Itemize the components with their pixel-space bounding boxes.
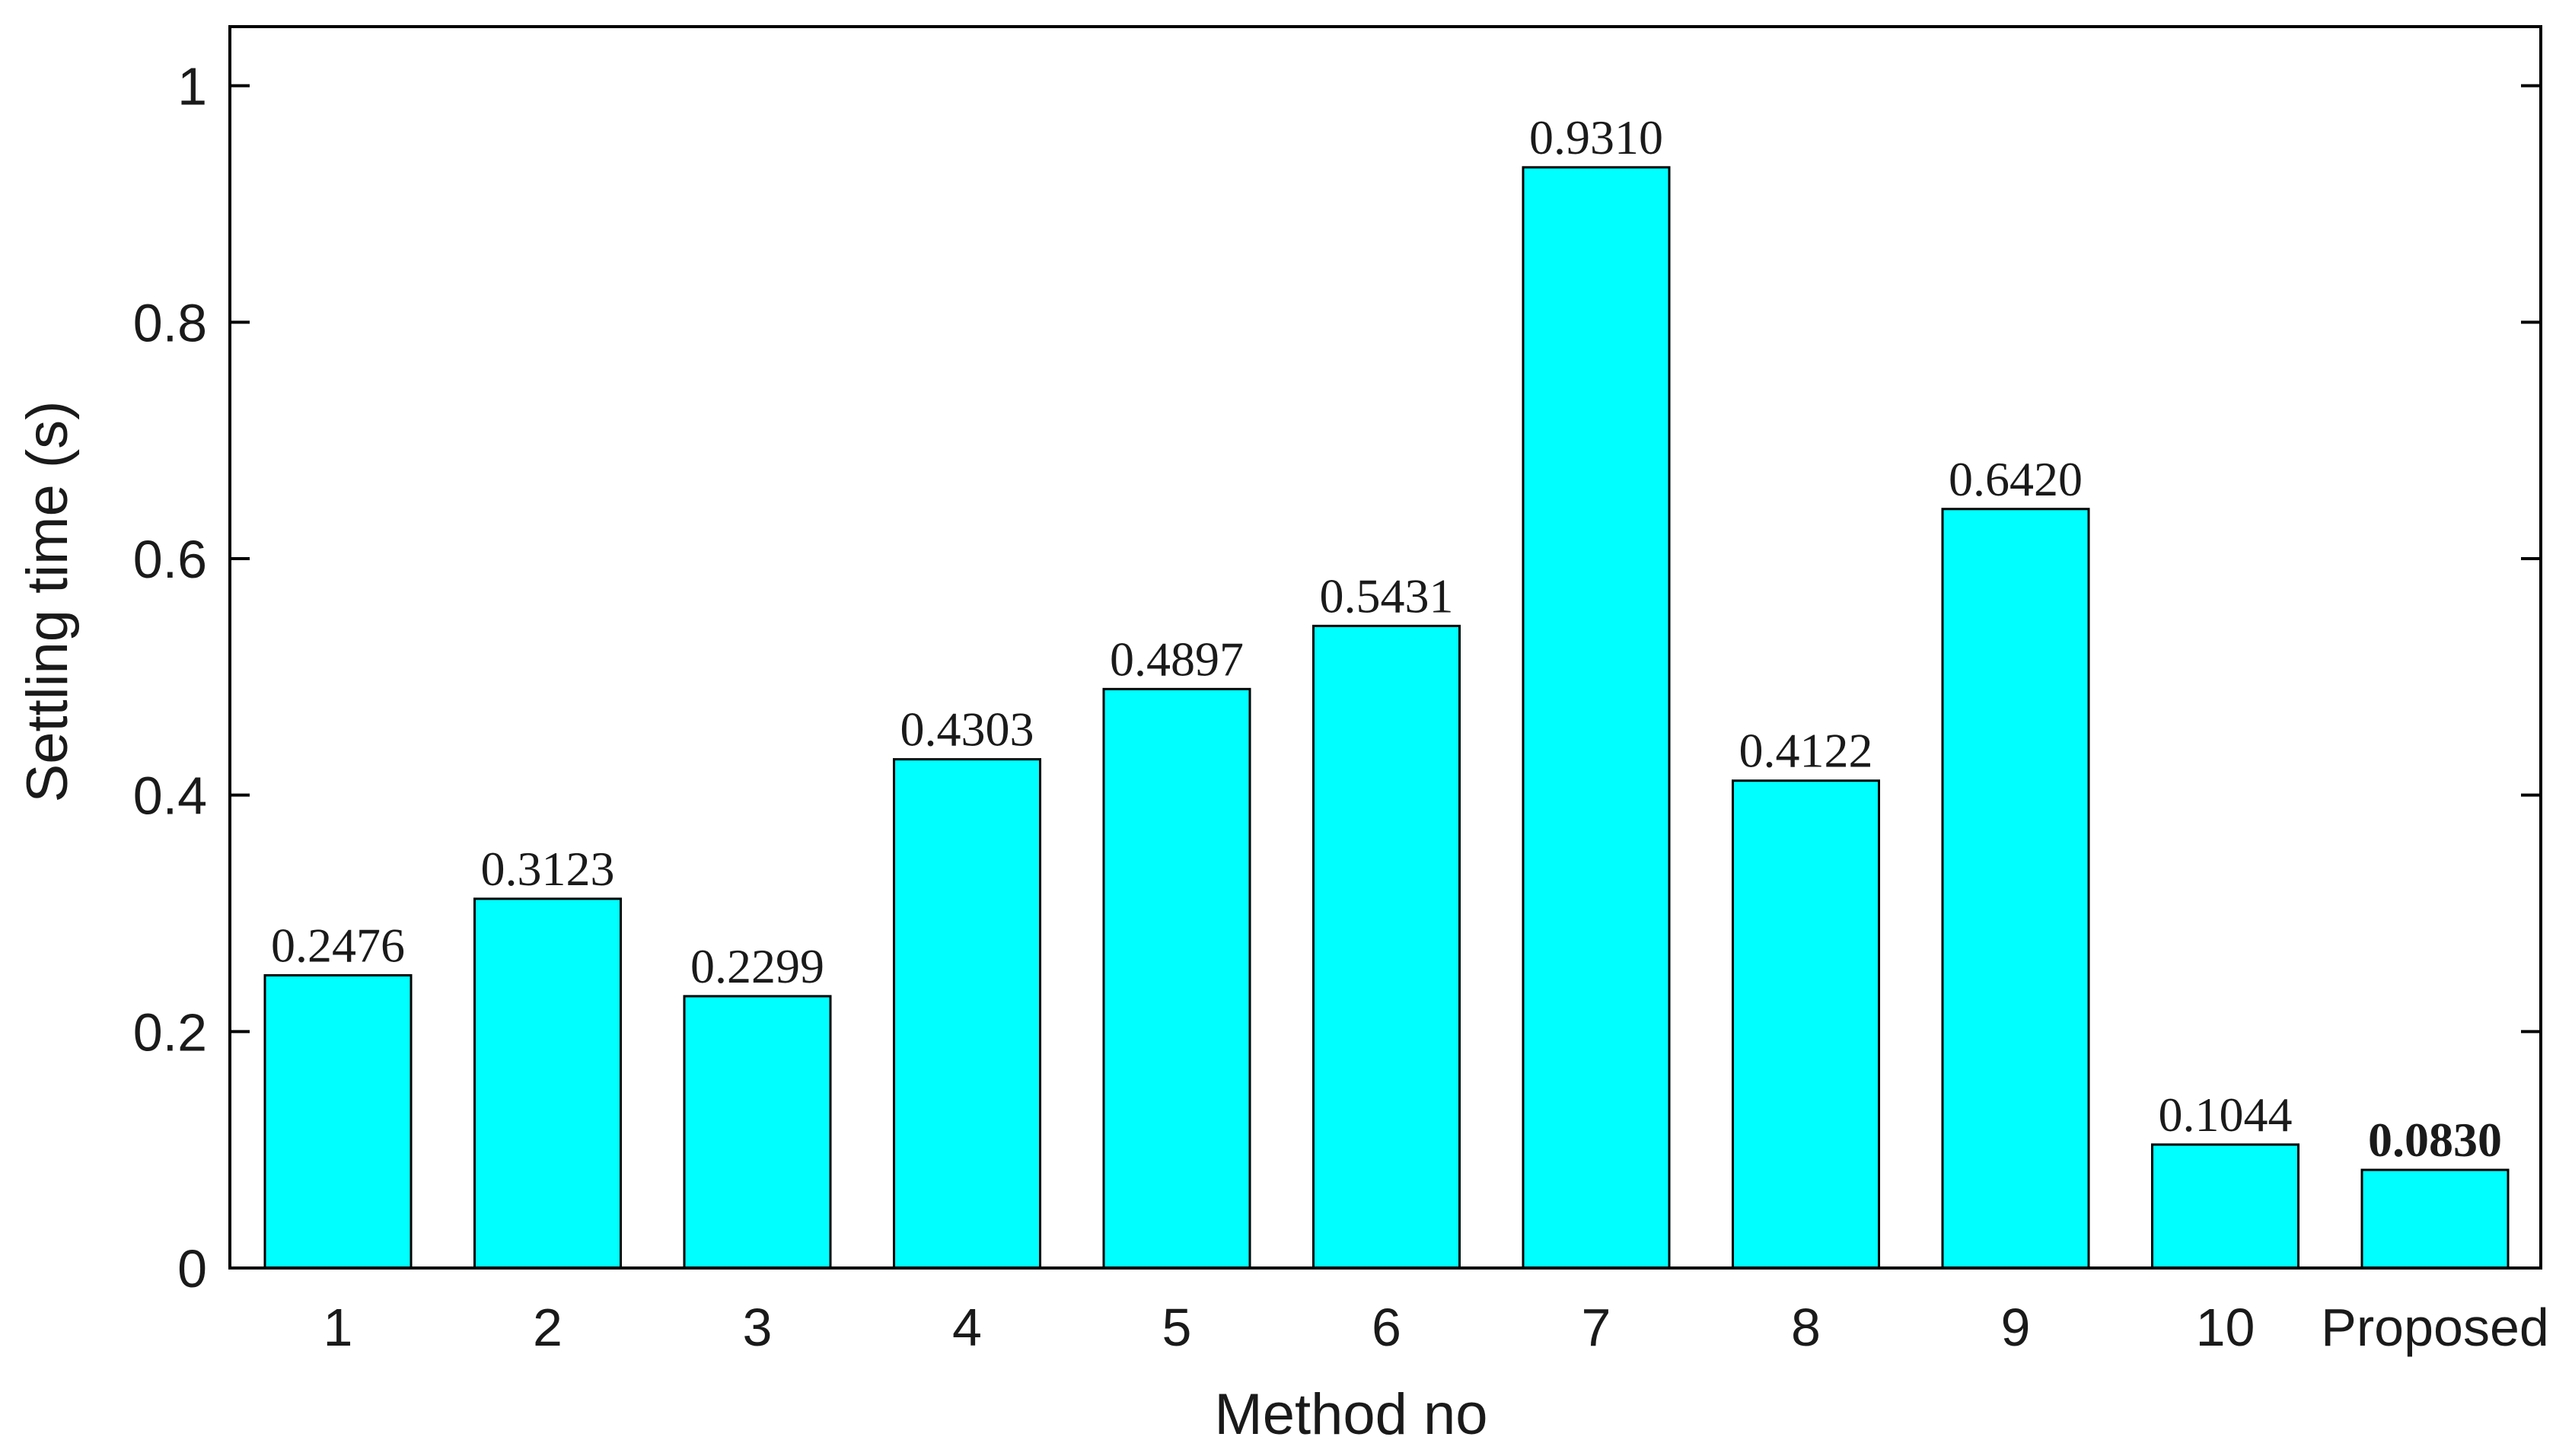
x-tick-label: 10 — [2196, 1298, 2255, 1357]
bar-value-label: 0.9310 — [1529, 110, 1663, 164]
bar-1 — [263, 973, 413, 1270]
y-tick-label: 0.4 — [133, 766, 207, 826]
bar-value-label: 0.0830 — [2368, 1113, 2502, 1167]
x-tick-label: Proposed — [2321, 1298, 2549, 1357]
y-tick-label: 0.2 — [133, 1002, 207, 1062]
y-tick-label: 0.6 — [133, 530, 207, 589]
y-tick-label: 1 — [177, 57, 207, 116]
bar-value-label: 0.2299 — [690, 939, 824, 993]
y-axis-ticks: 0 0.2 0.4 0.6 0.8 1 — [133, 57, 2541, 1298]
bar-value-label: 0.2476 — [271, 918, 405, 972]
plot-frame — [228, 25, 2542, 1270]
bar-2 — [473, 897, 622, 1270]
bar-3 — [683, 995, 832, 1270]
x-tick-label: 3 — [743, 1298, 773, 1357]
bar-value-label: 0.4122 — [1739, 724, 1873, 778]
y-tick-label: 0 — [177, 1239, 207, 1298]
x-axis-title: Method no — [1214, 1382, 1487, 1447]
bar-value-label: 0.5431 — [1320, 569, 1454, 623]
x-tick-label: 6 — [1372, 1298, 1401, 1357]
bar-value-label: 0.6420 — [1949, 452, 2083, 506]
x-tick-label: 4 — [952, 1298, 982, 1357]
bar-4 — [893, 758, 1041, 1270]
bar-5 — [1102, 687, 1251, 1270]
x-tick-label: 5 — [1162, 1298, 1192, 1357]
x-tick-label: 9 — [2001, 1298, 2031, 1357]
bar-9 — [1941, 508, 2090, 1270]
bar-value-label: 0.1044 — [2159, 1088, 2293, 1142]
bar-6 — [1312, 624, 1461, 1270]
y-axis-title: Settling time (s) — [15, 401, 80, 803]
bar-7 — [1522, 166, 1671, 1270]
x-tick-label: 1 — [323, 1298, 353, 1357]
y-tick-label: 0.8 — [133, 293, 207, 352]
bar-10 — [2151, 1143, 2300, 1270]
x-tick-label: 7 — [1582, 1298, 1611, 1357]
x-tick-label: 8 — [1791, 1298, 1821, 1357]
bar-proposed — [2360, 1168, 2510, 1270]
bars-layer: 0.2476 1 0.3123 2 0.2299 3 0.4303 4 0.4897 5 0.543… — [263, 110, 2549, 1357]
bar-8 — [1732, 779, 1880, 1270]
bar-value-label: 0.4303 — [900, 703, 1034, 757]
bar-value-label: 0.3123 — [481, 842, 615, 896]
x-tick-label: 2 — [533, 1298, 563, 1357]
bar-value-label: 0.4897 — [1110, 632, 1244, 686]
